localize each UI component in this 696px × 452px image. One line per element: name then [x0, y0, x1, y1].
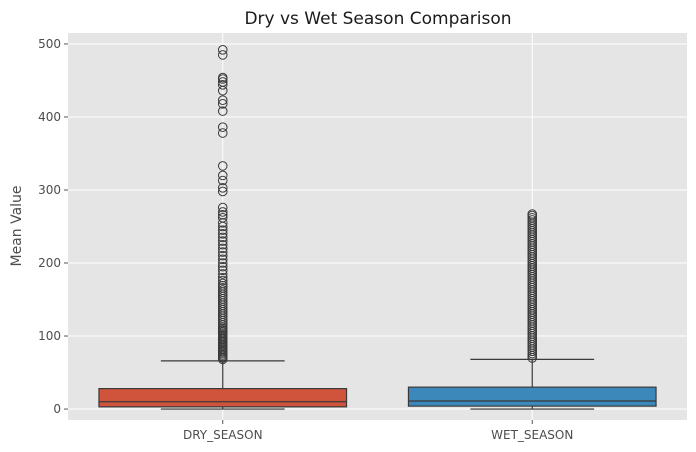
- outlier-point: [217, 278, 228, 289]
- y-tick-label: 300: [38, 183, 61, 197]
- outlier-point: [217, 44, 228, 55]
- y-axis-label: Mean Value: [9, 185, 25, 266]
- outlier-point: [217, 283, 228, 293]
- outlier-point: [217, 229, 228, 239]
- outlier-point: [217, 122, 228, 132]
- outlier-point: [217, 210, 228, 220]
- outlier-point: [217, 202, 228, 213]
- outlier-point: [217, 261, 228, 272]
- outlier-point: [217, 225, 228, 235]
- outlier-point: [217, 175, 228, 186]
- outlier-point: [217, 207, 228, 217]
- gridlines: [68, 33, 687, 420]
- box-iqr: [407, 386, 657, 407]
- outlier-point: [217, 186, 228, 197]
- outlier-point: [527, 217, 538, 227]
- outlier-point: [217, 50, 228, 60]
- y-tick-label: 0: [53, 402, 61, 416]
- outlier-point: [217, 77, 228, 87]
- outlier-point: [217, 128, 228, 138]
- outlier-point: [217, 236, 228, 246]
- outlier-point: [217, 285, 228, 295]
- outlier-point: [217, 269, 228, 279]
- outlier-point: [217, 247, 228, 257]
- outlier-point: [527, 209, 538, 219]
- outlier-point: [217, 106, 228, 116]
- outlier-point: [217, 232, 228, 243]
- outlier-point: [217, 258, 228, 268]
- outlier-point: [217, 254, 228, 265]
- outlier-point: [217, 99, 228, 109]
- outlier-point: [217, 218, 228, 228]
- y-tick-label: 200: [38, 256, 61, 270]
- outlier-point: [217, 239, 228, 250]
- outlier-point: [217, 80, 228, 90]
- y-tick-label: 100: [38, 329, 61, 343]
- outlier-point: [217, 72, 228, 83]
- y-tick-labels: 0 100 200 300 400 500: [38, 37, 68, 416]
- x-tick-label: DRY_SEASON: [183, 428, 263, 442]
- outlier-point: [217, 95, 228, 105]
- x-tick-label: WET_SEASON: [491, 428, 573, 442]
- outlier-point: [217, 212, 228, 223]
- plot-background: [68, 33, 687, 420]
- box-wet-season: [407, 209, 657, 410]
- outlier-point: [217, 243, 228, 254]
- outlier-point: [217, 183, 228, 193]
- outlier-point: [217, 170, 228, 181]
- outlier-point: [217, 250, 228, 261]
- outlier-point: [527, 212, 538, 223]
- y-tick-label: 500: [38, 37, 61, 51]
- outlier-point: [217, 265, 228, 276]
- box-iqr: [98, 388, 348, 408]
- x-tick-labels: DRY_SEASON WET_SEASON: [183, 420, 573, 442]
- y-tick-label: 400: [38, 110, 61, 124]
- chart-title: Dry vs Wet Season Comparison: [244, 9, 511, 29]
- outlier-point: [527, 215, 538, 225]
- boxes: [98, 44, 657, 410]
- outlier-point: [217, 161, 228, 171]
- outlier-point: [217, 272, 228, 283]
- outlier-point: [217, 275, 228, 286]
- box-dry-season: [98, 44, 348, 410]
- outlier-point: [217, 280, 228, 291]
